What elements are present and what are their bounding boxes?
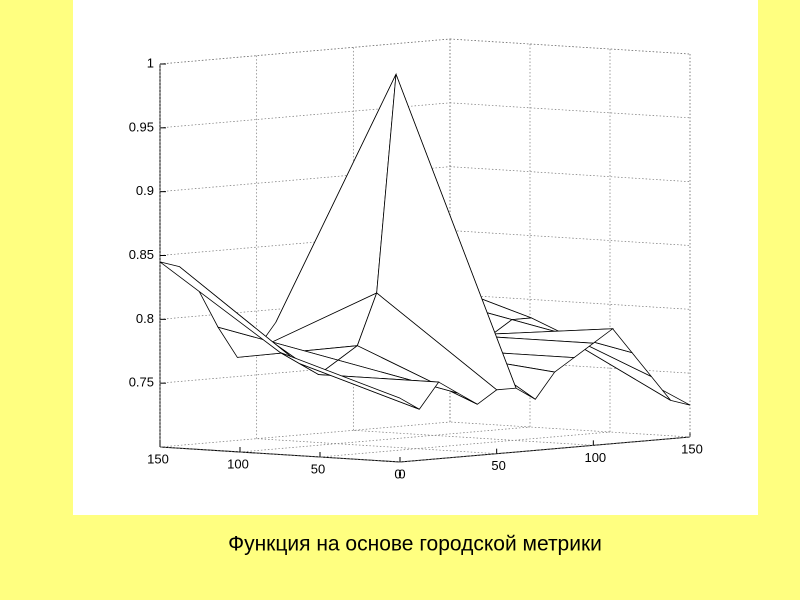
- z-tick-label: 0.95: [129, 119, 154, 134]
- grid-line: [353, 429, 594, 446]
- y-tick-label: 0: [394, 466, 401, 481]
- z-tick-label: 0.8: [136, 311, 154, 326]
- grid-line: [159, 38, 451, 65]
- x-tick-label: 50: [491, 458, 505, 473]
- grid-line: [449, 293, 691, 310]
- grid-line: [449, 38, 691, 55]
- grid-line: [449, 102, 691, 119]
- x-tick-label: 150: [681, 441, 703, 456]
- z-tick-label: 0.9: [136, 183, 154, 198]
- grid-line: [399, 436, 691, 463]
- x-tick-label: 100: [584, 450, 606, 465]
- y-tick-label: 50: [311, 461, 325, 476]
- z-tick-label: 0.85: [129, 247, 154, 262]
- surface-cell: [279, 351, 420, 410]
- grid-line: [159, 421, 451, 448]
- grid-line: [449, 421, 691, 438]
- y-tick-label: 150: [147, 451, 169, 466]
- z-tick-label: 0.75: [129, 375, 154, 390]
- grid-line: [239, 426, 531, 453]
- grid-line: [319, 431, 611, 458]
- x-tick-label: 0: [398, 466, 405, 481]
- z-tick-label: 1: [147, 55, 154, 70]
- grid-line: [449, 230, 691, 246]
- grid-line: [449, 357, 691, 374]
- y-tick-label: 100: [227, 456, 249, 471]
- grid-line: [256, 438, 497, 455]
- grid-line: [449, 166, 691, 183]
- grid-line: [159, 446, 401, 463]
- caption: Функция на основе городской метрики: [228, 533, 602, 556]
